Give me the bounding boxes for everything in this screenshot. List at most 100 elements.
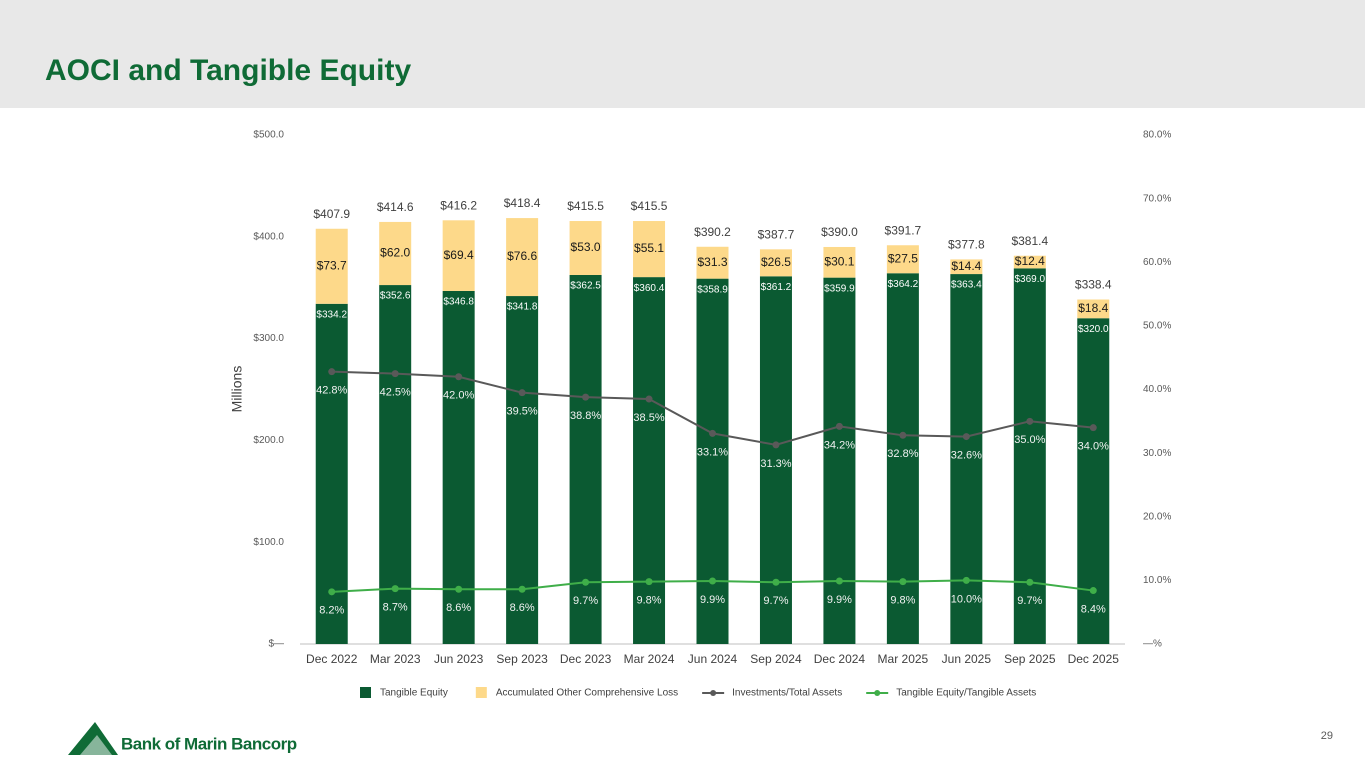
line-value-label: 42.5% <box>380 387 411 399</box>
bar-segment <box>315 228 348 304</box>
y2-tick-label: 40.0% <box>1143 384 1171 395</box>
bar-segment <box>1013 268 1046 644</box>
line-value-label: 8.6% <box>510 602 535 614</box>
line-point <box>391 370 399 378</box>
x-tick-label: Mar 2025 <box>878 652 929 666</box>
y2-tick-label: 30.0% <box>1143 448 1171 459</box>
bar-value-label: $341.8 <box>507 302 538 313</box>
x-tick-label: Mar 2023 <box>370 652 421 666</box>
bar-value-label: $352.6 <box>380 291 411 302</box>
bar-value-label: $76.6 <box>507 249 537 263</box>
bar-segment <box>569 221 602 275</box>
bar-value-label: $12.4 <box>1015 254 1045 268</box>
line-point <box>899 578 907 586</box>
bar-value-label: $358.9 <box>697 284 728 295</box>
x-tick-label: Sep 2025 <box>1004 652 1056 666</box>
total-label: $414.6 <box>377 200 414 214</box>
bar-value-label: $14.4 <box>951 259 981 273</box>
x-tick-label: Sep 2023 <box>496 652 548 666</box>
line-value-label: 9.8% <box>890 595 915 607</box>
y2-tick-label: 80.0% <box>1143 130 1171 141</box>
line-value-label: 9.7% <box>573 595 598 607</box>
line-value-label: 39.5% <box>507 406 538 418</box>
bar-segment <box>1077 299 1110 319</box>
total-label: $407.9 <box>313 207 350 221</box>
y-tick-label: $200.0 <box>253 435 284 446</box>
y-tick-label: $100.0 <box>253 537 284 548</box>
total-label: $418.4 <box>504 196 541 210</box>
y-tick-label: $400.0 <box>253 231 284 242</box>
line-point <box>772 578 780 586</box>
bar-value-label: $27.5 <box>888 251 918 265</box>
total-label: $390.0 <box>821 225 858 239</box>
line-value-label: 35.0% <box>1014 434 1045 446</box>
bar-value-label: $359.9 <box>824 283 855 294</box>
line-value-label: 8.2% <box>319 605 344 617</box>
line-point <box>772 441 780 449</box>
logo-text: Bank of Marin Bancorp <box>121 734 297 753</box>
y2-tick-label: 10.0% <box>1143 575 1171 586</box>
line-value-label: 9.7% <box>1017 595 1042 607</box>
legend-label: Tangible Equity/Tangible Assets <box>896 688 1036 699</box>
x-tick-label: Mar 2024 <box>624 652 675 666</box>
line-point <box>328 368 336 376</box>
line-point <box>835 422 843 430</box>
line-point <box>455 373 463 381</box>
line-value-label: 9.7% <box>763 595 788 607</box>
bar-value-label: $73.7 <box>317 258 347 272</box>
bar-segment <box>886 245 919 274</box>
line-point <box>1089 424 1097 432</box>
line-point <box>709 429 716 437</box>
bar-value-label: $346.8 <box>443 297 474 308</box>
line-point <box>455 585 463 593</box>
line-value-label: 32.8% <box>887 448 918 460</box>
bar-value-label: $334.2 <box>316 309 347 320</box>
line-point <box>962 433 970 441</box>
total-label: $387.7 <box>758 227 795 241</box>
bar-segment <box>950 259 983 275</box>
y2-tick-label: 70.0% <box>1143 193 1171 204</box>
bar-value-label: $18.4 <box>1078 301 1108 315</box>
y-tick-label: $300.0 <box>253 333 284 344</box>
x-tick-label: Jun 2023 <box>434 652 484 666</box>
bar-value-label: $30.1 <box>824 254 854 268</box>
legend-label: Accumulated Other Comprehensive Loss <box>496 688 678 699</box>
bar-segment <box>569 274 602 644</box>
bar-value-label: $320.0 <box>1078 324 1109 335</box>
line-point <box>518 585 526 593</box>
line-point <box>645 395 653 403</box>
line-value-label: 38.5% <box>633 412 664 424</box>
legend-label: Tangible Equity <box>380 688 448 699</box>
bar-segment <box>633 277 666 644</box>
legend-label: Investments/Total Assets <box>732 688 842 699</box>
line-value-label: 32.6% <box>951 449 982 461</box>
bar-segment <box>633 221 666 278</box>
line-value-label: 9.9% <box>700 594 725 606</box>
total-label: $338.4 <box>1075 278 1112 292</box>
logo-mark-stripe <box>80 735 112 755</box>
chart-title: AOCI and Tangible Equity <box>45 54 411 87</box>
bar-segment <box>442 220 475 291</box>
total-label: $416.2 <box>440 198 477 212</box>
y-axis-label: Millions <box>229 366 245 413</box>
legend-marker <box>874 690 881 696</box>
bar-value-label: $364.2 <box>888 279 919 290</box>
line-point <box>1089 587 1097 595</box>
page-number: 29 <box>1321 730 1333 742</box>
bar-value-label: $31.3 <box>697 255 727 269</box>
total-label: $415.5 <box>567 199 604 213</box>
legend: Tangible Equity Accumulated Other Compreh… <box>360 687 1036 699</box>
x-tick-label: Jun 2025 <box>942 652 992 666</box>
line-point <box>962 576 970 584</box>
x-tick-label: Jun 2024 <box>688 652 738 666</box>
line-point <box>391 585 399 593</box>
line-value-label: 9.9% <box>827 594 852 606</box>
bar-value-label: $55.1 <box>634 241 664 255</box>
bar-value-label: $360.4 <box>634 283 665 294</box>
y2-tick-label: 60.0% <box>1143 257 1171 268</box>
total-label: $391.7 <box>885 223 922 237</box>
total-label: $390.2 <box>694 225 731 239</box>
bar-value-label: $53.0 <box>571 240 601 254</box>
